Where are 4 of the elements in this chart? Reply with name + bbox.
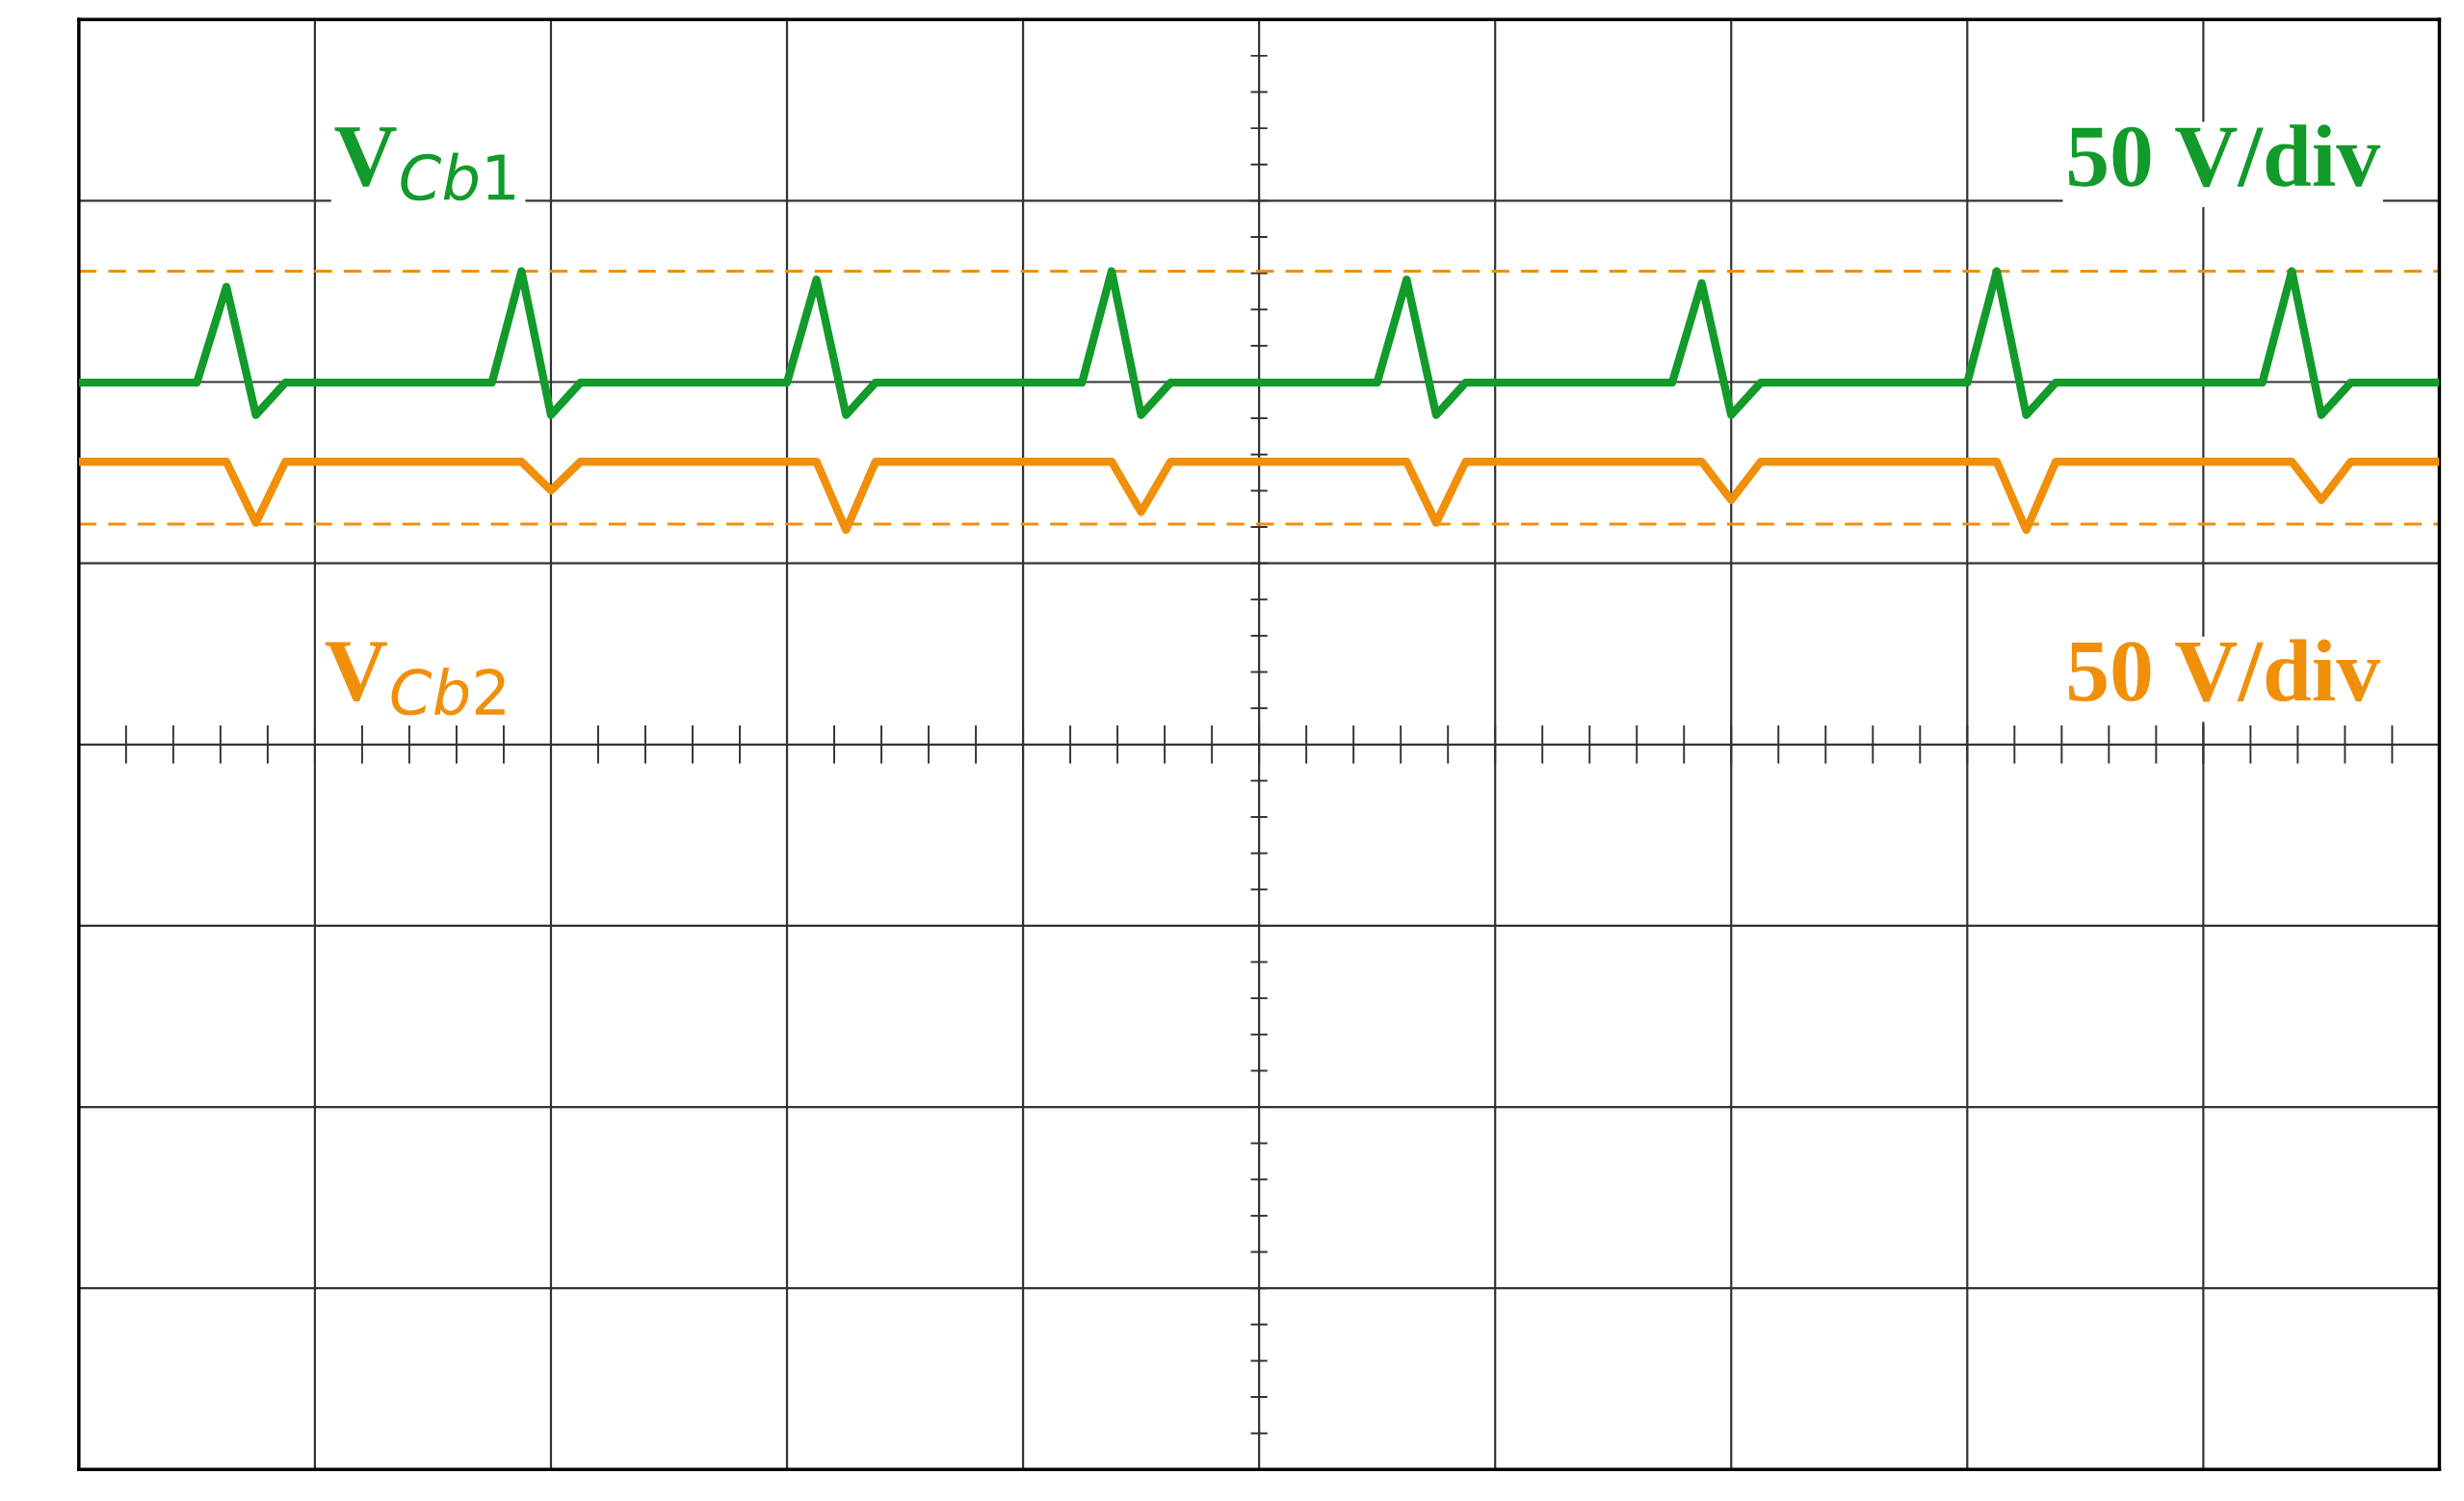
annotation: 50 V/div [2068,639,2381,702]
text: V$_{Cb1}$ [334,127,515,201]
text: 50 V/div [2068,124,2381,188]
annotation: V$_{Cb2}$ [325,642,505,716]
